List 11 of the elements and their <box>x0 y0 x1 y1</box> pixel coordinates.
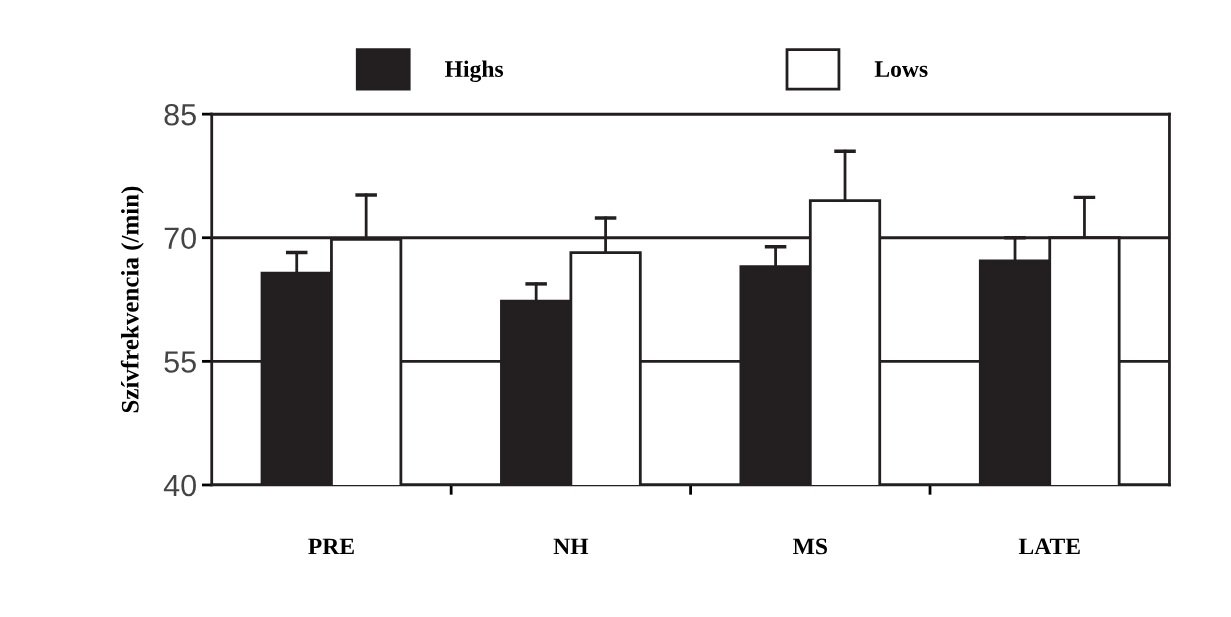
x-tick-label: MS <box>793 538 828 555</box>
legend-label: Highs <box>445 60 504 82</box>
y-axis-title: Szívfrekvencia (/min) <box>120 186 144 413</box>
y-tick-label: 70 <box>164 227 196 250</box>
y-tick-label: 40 <box>163 474 196 497</box>
x-tick-label: PRE <box>308 538 354 555</box>
y-tick-label: 85 <box>164 103 196 126</box>
x-tick-label: NH <box>553 538 589 555</box>
y-tick-label: 55 <box>164 351 196 373</box>
x-tick-label: LATE <box>1018 538 1080 555</box>
legend-label: Lows <box>874 61 928 78</box>
